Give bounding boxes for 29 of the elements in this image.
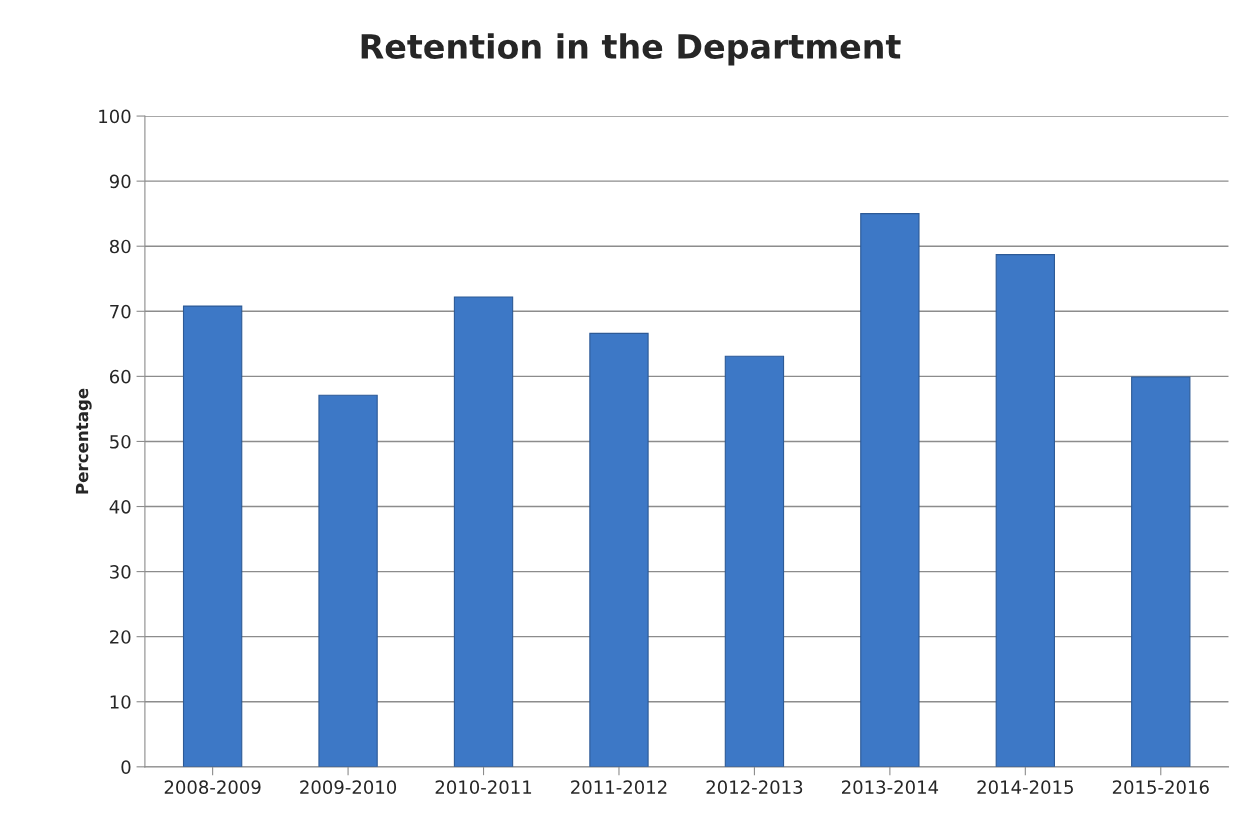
x-tick-label: 2015-2016	[1112, 780, 1209, 794]
x-tick-label: 2014-2015	[977, 780, 1073, 794]
bar	[318, 394, 378, 767]
bar	[182, 305, 243, 767]
x-tick-label: 2012-2013	[706, 780, 803, 794]
y-tick-label: 40	[109, 499, 131, 514]
y-tick-label: 10	[110, 695, 131, 709]
bar	[860, 213, 920, 767]
y-tick-label: 70	[110, 304, 131, 319]
bar	[589, 332, 649, 767]
y-tick-label: 30	[110, 565, 131, 579]
y-tick-label: 50	[110, 434, 131, 449]
x-tick-label: 2008-2009	[164, 780, 261, 794]
y-tick-label: 90	[109, 174, 131, 189]
y-tick-label: 0	[121, 760, 131, 774]
y-tick-label: 60	[109, 369, 131, 384]
bar	[995, 254, 1056, 767]
x-tick-label: 2009-2010	[300, 780, 397, 794]
y-tick-label: 80	[109, 239, 131, 254]
bar	[724, 355, 785, 767]
bar	[453, 296, 514, 767]
x-tick-label: 2010-2011	[435, 780, 532, 794]
y-tick-label: 100	[99, 109, 131, 124]
bar	[1131, 376, 1191, 767]
chart-title: Retention in the Department	[361, 33, 901, 66]
y-tick-label: 20	[110, 630, 131, 644]
x-tick-label: 2013-2014	[841, 780, 939, 794]
y-axis-title: Percentage	[75, 388, 92, 494]
x-tick-label: 2011-2012	[571, 780, 667, 794]
